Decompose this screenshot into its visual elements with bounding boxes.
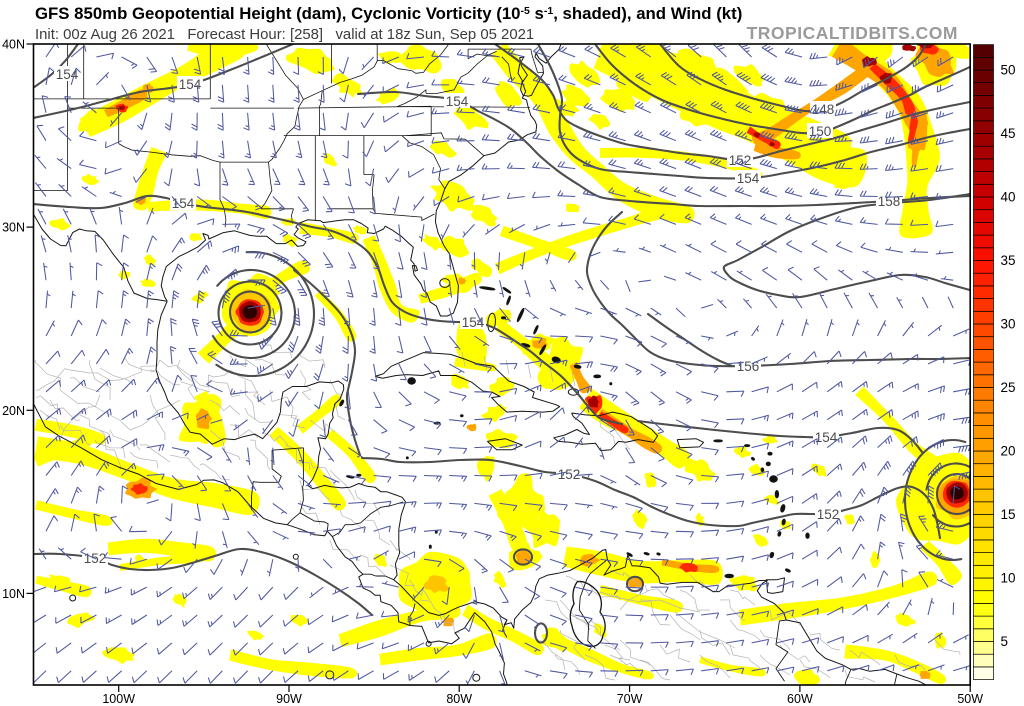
- svg-text:15: 15: [1001, 507, 1016, 522]
- svg-text:30N: 30N: [2, 221, 25, 235]
- svg-text:150: 150: [809, 124, 832, 139]
- svg-text:20N: 20N: [2, 404, 25, 418]
- svg-text:154: 154: [737, 171, 760, 186]
- svg-text:40N: 40N: [2, 38, 25, 52]
- svg-text:154: 154: [815, 430, 838, 445]
- svg-text:50W: 50W: [957, 692, 983, 706]
- svg-text:Init: 00z Aug 26 2021 Foreca: Init: 00z Aug 26 2021 Forecast Hour: [25…: [35, 27, 534, 43]
- svg-text:40: 40: [1001, 190, 1016, 205]
- svg-text:10: 10: [1001, 571, 1016, 586]
- svg-text:45: 45: [1001, 126, 1016, 141]
- svg-text:100W: 100W: [102, 692, 135, 706]
- svg-text:90W: 90W: [276, 692, 302, 706]
- svg-text:60W: 60W: [787, 692, 813, 706]
- svg-text:35: 35: [1001, 253, 1016, 268]
- svg-text:5: 5: [1001, 634, 1009, 649]
- svg-text:TROPICALTIDBITS.COM: TROPICALTIDBITS.COM: [747, 23, 958, 43]
- svg-text:80W: 80W: [446, 692, 472, 706]
- svg-text:10N: 10N: [2, 587, 25, 601]
- svg-text:154: 154: [446, 94, 469, 109]
- svg-text:154: 154: [179, 77, 202, 92]
- svg-text:20: 20: [1001, 444, 1016, 459]
- svg-text:70W: 70W: [617, 692, 643, 706]
- svg-text:GFS 850mb Geopotential Height: GFS 850mb Geopotential Height (dam), Cyc…: [35, 4, 742, 23]
- svg-text:30: 30: [1001, 317, 1016, 332]
- svg-text:152: 152: [817, 507, 840, 522]
- svg-text:158: 158: [878, 194, 901, 209]
- svg-text:152: 152: [558, 467, 581, 482]
- svg-text:25: 25: [1001, 380, 1016, 395]
- svg-text:152: 152: [729, 153, 752, 168]
- svg-text:50: 50: [1001, 63, 1016, 78]
- svg-text:156: 156: [737, 359, 760, 374]
- svg-text:154: 154: [172, 196, 195, 211]
